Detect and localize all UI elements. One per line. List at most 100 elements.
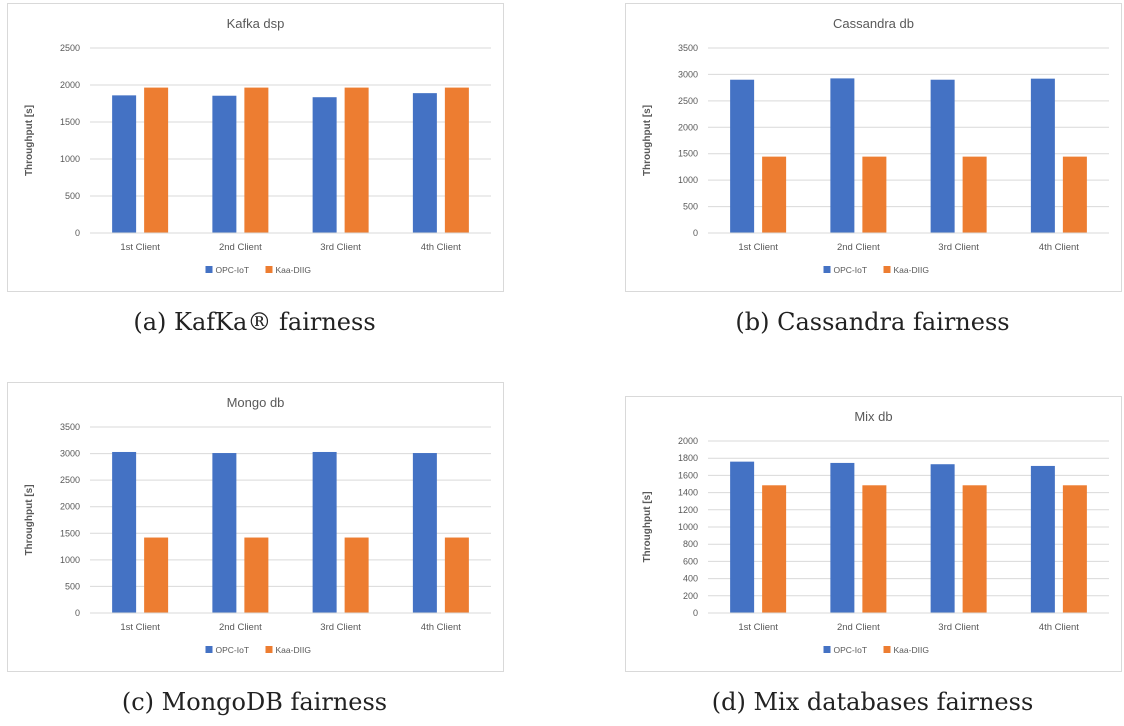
mongo-bar-opc-2 [212,453,237,613]
mongo-svg: Mongo db 0 500 1000 1500 2000 2500 3000 3500 Thro… [24,395,491,655]
mix-svg: Mix db 0 200 400 600 800 1000 1200 1400 1600 1800 2… [642,409,1109,655]
cassandra-bar-opc-4 [1030,78,1055,234]
mongo-bar-kaa-3 [344,537,369,613]
kafka-legend-swatch-kaa [265,266,273,273]
cassandra-x-category-label: 2nd Client [837,242,880,253]
chart-kafka: Kafka dsp 0 500 1000 1500 2000 2500 Throughput … [7,3,504,292]
cassandra-chart-title: Cassandra db [833,16,914,31]
kafka-chart-title: Kafka dsp [227,16,285,31]
mongo-x-category-label: 4th Client [421,622,461,633]
mix-x-category-label: 1st Client [738,622,778,633]
kafka-x-category-label: 2nd Client [219,242,262,253]
mongo-x-category-label: 3rd Client [320,622,361,633]
cassandra-x-category-label: 4th Client [1039,242,1079,253]
mix-x-category-label: 2nd Client [837,622,880,633]
cassandra-y-tick-label: 1000 [678,175,698,185]
kafka-x-category-label: 1st Client [120,242,160,253]
cassandra-y-tick-label: 3500 [678,43,698,53]
cassandra-x-category-label: 3rd Client [938,242,979,253]
cassandra-bar-kaa-2 [862,156,887,233]
kafka-legend-label-opc: OPC-IoT [216,265,250,275]
mongo-y-tick-label: 1500 [60,528,80,538]
mongo-y-tick-label: 3000 [60,449,80,459]
cassandra-bar-opc-1 [730,79,755,233]
kafka-y-tick-label: 2500 [60,43,80,53]
cassandra-bar-kaa-1 [762,156,787,233]
mongo-y-tick-label: 500 [65,581,80,591]
cassandra-y-tick-label: 2500 [678,96,698,106]
mongo-bar-kaa-4 [444,537,469,613]
mix-x-category-label: 3rd Client [938,622,979,633]
mix-bar-opc-2 [830,462,855,613]
mongo-legend-label-kaa: Kaa-DIIG [276,645,311,655]
mix-y-tick-label: 1800 [678,453,698,463]
kafka-x-category-label: 3rd Client [320,242,361,253]
mix-legend-swatch-kaa [883,646,891,653]
mix-y-tick-label: 0 [693,608,698,618]
mix-bar-kaa-1 [762,485,787,613]
mix-y-tick-label: 200 [683,591,698,601]
kafka-y-tick-label: 1500 [60,117,80,127]
cassandra-svg: Cassandra db 0 500 1000 1500 2000 2500 3000 3500… [642,16,1109,275]
chart-cassandra: Cassandra db 0 500 1000 1500 2000 2500 3000 3500… [625,3,1122,292]
mongo-y-tick-label: 2000 [60,502,80,512]
mix-x-category-label: 4th Client [1039,622,1079,633]
cassandra-x-category-label: 1st Client [738,242,778,253]
cassandra-bar-opc-2 [830,78,855,234]
mix-chart-title: Mix db [854,409,892,424]
chart-mongo: Mongo db 0 500 1000 1500 2000 2500 3000 3500 Thro… [7,382,504,672]
kafka-bar-opc-2 [212,95,237,233]
cassandra-bar-kaa-4 [1062,156,1087,233]
mongo-bar-opc-3 [312,451,337,613]
mongo-y-tick-label: 2500 [60,475,80,485]
mix-y-tick-label: 400 [683,574,698,584]
mongo-legend-swatch-kaa [265,646,273,653]
mongo-y-axis-label: Throughput [s] [24,484,35,555]
mix-y-tick-label: 1000 [678,522,698,532]
cassandra-y-tick-label: 500 [683,202,698,212]
mongo-y-tick-label: 1000 [60,555,80,565]
mongo-legend-label-opc: OPC-IoT [216,645,250,655]
cassandra-bar-opc-3 [930,79,955,233]
kafka-y-tick-label: 0 [75,228,80,238]
cassandra-y-tick-label: 2000 [678,122,698,132]
mix-y-tick-label: 800 [683,539,698,549]
mix-y-tick-label: 1400 [678,488,698,498]
chart-mix: Mix db 0 200 400 600 800 1000 1200 1400 1600 1800 2… [625,396,1122,672]
mongo-x-category-label: 1st Client [120,622,160,633]
kafka-bar-kaa-3 [344,87,369,233]
mix-legend-label-kaa: Kaa-DIIG [894,645,929,655]
kafka-legend-swatch-opc [205,266,213,273]
cassandra-legend-swatch-opc [823,266,831,273]
mix-bar-kaa-4 [1062,485,1087,613]
caption-kafka: (a) KafKa® fairness [133,308,376,336]
mongo-chart-title: Mongo db [227,395,285,410]
kafka-bar-opc-1 [112,95,137,233]
kafka-x-category-label: 4th Client [421,242,461,253]
cassandra-bar-kaa-3 [962,156,987,233]
mix-legend-swatch-opc [823,646,831,653]
mix-y-tick-label: 1600 [678,470,698,480]
caption-mongo: (c) MongoDB fairness [121,688,388,716]
mongo-y-tick-label: 3500 [60,422,80,432]
cassandra-y-axis-label: Throughput [s] [642,105,653,176]
cassandra-legend-label-kaa: Kaa-DIIG [894,265,929,275]
mix-bar-opc-3 [930,464,955,613]
kafka-bar-kaa-1 [144,87,169,233]
kafka-y-tick-label: 1000 [60,154,80,164]
mix-y-tick-label: 1200 [678,505,698,515]
cassandra-y-tick-label: 0 [693,228,698,238]
kafka-y-tick-label: 2000 [60,80,80,90]
mongo-bar-opc-4 [412,453,437,613]
mongo-bar-kaa-1 [144,537,169,613]
cassandra-legend-label-opc: OPC-IoT [834,265,868,275]
mix-bar-opc-4 [1030,465,1055,613]
mongo-bar-opc-1 [112,451,137,613]
mix-bar-opc-1 [730,461,755,613]
cassandra-y-tick-label: 1500 [678,149,698,159]
kafka-bar-opc-3 [312,97,337,234]
mongo-x-category-label: 2nd Client [219,622,262,633]
mongo-legend-swatch-opc [205,646,213,653]
kafka-bar-opc-4 [412,93,437,233]
mix-legend-label-opc: OPC-IoT [834,645,868,655]
